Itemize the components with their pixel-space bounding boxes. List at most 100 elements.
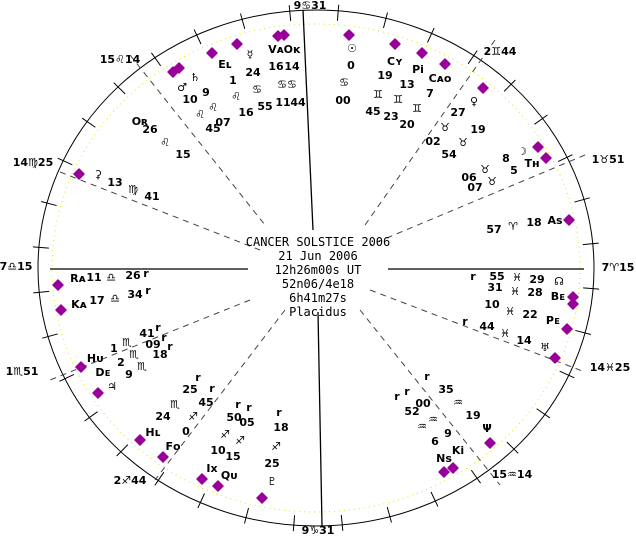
planet-label: 19 bbox=[470, 123, 485, 136]
planet-label: ♈ bbox=[508, 220, 518, 233]
planet-label: Cᴀᴏ bbox=[429, 72, 452, 85]
planet-label: 15 bbox=[225, 450, 240, 463]
planet-label: ♏ bbox=[137, 360, 147, 373]
planet-label: Oʀ bbox=[132, 115, 148, 128]
planet-label: 55 bbox=[489, 270, 504, 283]
planet-label: ♄ bbox=[190, 71, 200, 84]
planet-label: ♒ bbox=[417, 420, 427, 433]
house-cusp-label: 7♈15 bbox=[602, 261, 635, 274]
degree-tick bbox=[151, 52, 162, 67]
house-cusp-line bbox=[59, 171, 261, 251]
planet-marker bbox=[549, 352, 561, 364]
planet-marker bbox=[256, 492, 268, 504]
planet-label: Hᴜ bbox=[87, 352, 103, 365]
planet-label: 07 bbox=[215, 116, 230, 129]
degree-tick bbox=[557, 154, 573, 163]
planet-label: 45 bbox=[198, 396, 213, 409]
degree-tick bbox=[84, 411, 98, 422]
planet-marker bbox=[484, 437, 496, 449]
planet-marker bbox=[134, 434, 146, 446]
planet-label: 34 bbox=[127, 288, 143, 301]
planet-label: ♅ bbox=[540, 341, 550, 354]
planet-marker bbox=[75, 361, 87, 373]
planet-label: 45 bbox=[205, 122, 220, 135]
degree-tick bbox=[575, 329, 591, 335]
planet-label: Ix bbox=[206, 462, 217, 475]
planet-label: r bbox=[235, 398, 241, 411]
planet-label: 1 bbox=[110, 342, 118, 355]
planet-label: Ki bbox=[452, 444, 464, 457]
planet-marker bbox=[567, 298, 579, 310]
degree-tick bbox=[81, 117, 96, 128]
degree-tick bbox=[42, 333, 58, 339]
house-cusp-line bbox=[369, 154, 586, 246]
planet-label: ♐ bbox=[188, 410, 198, 423]
planet-label: 22 bbox=[522, 308, 537, 321]
planet-label: 18 bbox=[152, 348, 167, 361]
planet-label: ♍ bbox=[128, 183, 138, 196]
planet-label: 41 bbox=[139, 327, 154, 340]
chart-location: 52n06/4e18 bbox=[282, 277, 354, 291]
house-cusp-line bbox=[129, 54, 266, 226]
planet-label: ♓ bbox=[500, 327, 510, 340]
planet-label: 0 bbox=[347, 59, 355, 72]
planet-label: 2 bbox=[117, 356, 125, 369]
planet-label: Ψ bbox=[482, 422, 491, 435]
planet-label: ♐ bbox=[235, 434, 245, 447]
degree-tick bbox=[292, 515, 296, 532]
planet-label: ♏ bbox=[122, 336, 132, 349]
planet-marker bbox=[477, 82, 489, 94]
degree-tick bbox=[197, 493, 205, 509]
planet-label: 25 bbox=[264, 457, 279, 470]
degree-tick bbox=[113, 82, 126, 95]
planet-label: Aѕ bbox=[547, 214, 563, 227]
planet-label: Vᴀ bbox=[268, 43, 285, 56]
planet-label: ♋ bbox=[252, 83, 262, 96]
planet-label: r bbox=[246, 401, 252, 414]
planet-label: 11 bbox=[275, 96, 290, 109]
planet-label: 52 bbox=[404, 405, 419, 418]
house-cusp-line bbox=[369, 289, 586, 373]
planet-label: 13 bbox=[399, 78, 414, 91]
planet-label: 25 bbox=[182, 383, 197, 396]
planet-label: 13 bbox=[107, 176, 122, 189]
chart-title: CANCER SOLSTICE 2006 bbox=[246, 235, 391, 249]
planet-label: ♉ bbox=[458, 136, 468, 149]
planet-label: Cʏ bbox=[387, 55, 403, 68]
degree-tick bbox=[559, 370, 575, 379]
planet-label: 06 bbox=[461, 171, 477, 184]
planet-label: 19 bbox=[465, 409, 480, 422]
planet-label: r bbox=[394, 390, 400, 403]
planet-label: 31 bbox=[487, 281, 502, 294]
planet-label: r bbox=[155, 321, 161, 334]
house-cusp-label: 1♉51 bbox=[592, 153, 625, 166]
planet-label: ♊ bbox=[393, 93, 403, 106]
planet-label: r bbox=[209, 382, 215, 395]
degree-tick bbox=[340, 514, 344, 531]
planet-label: ♉ bbox=[487, 175, 497, 188]
planet-label: Fᴏ bbox=[165, 440, 181, 453]
degree-tick bbox=[244, 507, 250, 524]
chart-date: 21 Jun 2006 bbox=[278, 249, 357, 263]
planet-label: ♏ bbox=[129, 348, 139, 361]
planet-label: ♓ bbox=[512, 271, 522, 284]
degree-tick bbox=[534, 114, 548, 125]
planet-label: 57 bbox=[486, 223, 501, 236]
house-cusp-label: 2♐44 bbox=[114, 474, 147, 487]
planet-label: r bbox=[161, 331, 167, 344]
planet-label: 10 bbox=[182, 93, 198, 106]
planet-label: 9 bbox=[202, 86, 210, 99]
planet-label: ☽ bbox=[517, 145, 527, 158]
planet-marker bbox=[206, 47, 218, 59]
degree-tick bbox=[288, 5, 292, 22]
planet-label: 54 bbox=[441, 148, 457, 161]
planet-label: r bbox=[195, 371, 201, 384]
planet-label: ☉ bbox=[347, 42, 357, 55]
house-cusp-line bbox=[154, 309, 286, 481]
planet-label: 14 bbox=[516, 334, 532, 347]
chart-house-system: Placidus bbox=[289, 305, 347, 319]
degree-tick bbox=[382, 12, 388, 29]
